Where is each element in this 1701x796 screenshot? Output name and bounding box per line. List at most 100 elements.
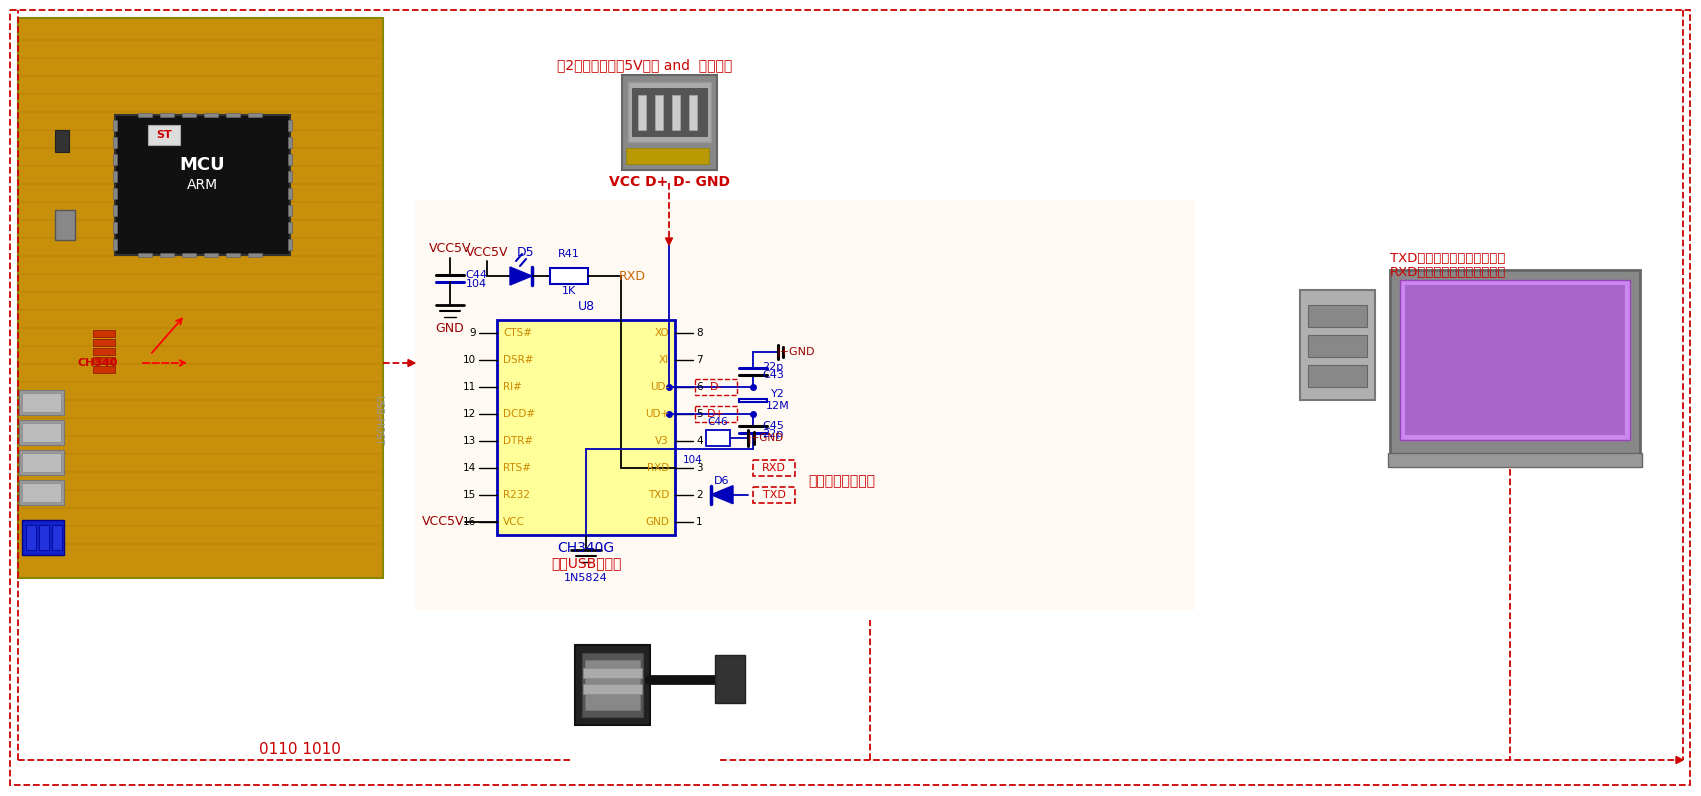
Bar [696,379,737,395]
Bar [1308,335,1368,357]
Text: DTR#: DTR# [503,436,532,446]
Bar [714,655,745,703]
Polygon shape [665,238,672,245]
Text: ST: ST [156,130,172,140]
Text: V3: V3 [655,436,668,446]
Text: 7: 7 [696,355,703,365]
Text: RXD: RXD [762,462,786,473]
Circle shape [44,62,80,98]
Bar [182,253,196,257]
Bar [94,366,116,373]
Text: 14: 14 [463,462,476,473]
Text: XO: XO [655,329,668,338]
Text: 16: 16 [463,517,476,527]
Text: 10: 10 [463,355,476,365]
Text: U8: U8 [577,301,595,314]
Bar [497,320,675,535]
Polygon shape [408,360,415,366]
Bar [583,684,641,694]
Bar [22,520,65,555]
Text: C43: C43 [762,370,784,380]
Circle shape [34,52,90,108]
Text: D+: D+ [708,409,725,419]
Text: D5: D5 [517,247,534,259]
Text: MCU: MCU [179,156,225,174]
Text: TXD可以理解计算机的发送端: TXD可以理解计算机的发送端 [1390,252,1505,264]
Text: 实现USB转串口: 实现USB转串口 [551,556,621,570]
Text: TXD: TXD [648,490,668,500]
Text: ARM: ARM [187,178,218,192]
Bar [655,95,663,130]
Text: 104: 104 [684,455,703,465]
Bar [112,188,117,199]
Bar [738,399,767,402]
Bar [633,88,708,136]
Polygon shape [1675,756,1682,763]
Text: CH340G: CH340G [558,541,614,555]
Ellipse shape [1454,320,1545,400]
Bar [287,239,293,250]
Text: RXD: RXD [619,270,645,283]
Text: Y2: Y2 [771,389,784,399]
Text: C46: C46 [708,417,728,427]
Bar [287,137,293,148]
Bar [672,95,680,130]
Bar [628,82,711,142]
Text: 1N5824: 1N5824 [565,573,607,583]
Bar [754,486,794,503]
Text: UD+: UD+ [645,409,668,419]
Bar [19,450,65,475]
Text: XI: XI [658,355,668,365]
Bar [19,420,65,445]
Text: VCC: VCC [503,517,526,527]
Text: RXD: RXD [646,462,668,473]
Bar [226,113,240,117]
Text: DSR#: DSR# [503,355,534,365]
Bar [204,113,218,117]
Bar [94,339,116,346]
Text: 9: 9 [469,329,476,338]
Text: 0110 1010: 0110 1010 [259,743,340,758]
Bar [1388,453,1641,467]
Text: D-: D- [709,382,723,392]
Text: C45: C45 [762,421,784,431]
Bar [287,205,293,216]
Bar [549,268,589,284]
Bar [1390,270,1640,455]
Text: 104: 104 [466,279,486,289]
Bar [696,406,737,422]
Bar [1405,285,1624,435]
Text: D6: D6 [714,476,730,486]
Bar [54,130,70,152]
Bar [182,113,196,117]
Bar [53,525,61,550]
Text: RI#: RI# [503,382,522,392]
Text: 22p: 22p [762,362,784,373]
Bar [626,148,709,164]
Text: 15: 15 [463,490,476,500]
Bar [248,253,262,257]
Bar [148,125,180,145]
Bar [287,222,293,233]
Bar [138,253,151,257]
Text: |+GND: |+GND [748,432,784,443]
Text: 8: 8 [696,329,703,338]
Bar [226,253,240,257]
Text: 6: 6 [696,382,703,392]
Bar [19,480,65,505]
Text: 3: 3 [696,462,703,473]
Text: 22p: 22p [762,429,784,439]
Bar [22,453,61,472]
Bar [19,18,383,578]
Text: TXD: TXD [762,490,786,500]
Text: CH340: CH340 [78,358,119,368]
Bar [1300,290,1374,400]
Text: VCC5V: VCC5V [466,245,509,259]
Bar [160,113,174,117]
Bar [22,483,61,502]
Bar [112,137,117,148]
Bar [112,205,117,216]
Bar [94,330,116,337]
Bar [287,120,293,131]
Bar [706,430,730,446]
